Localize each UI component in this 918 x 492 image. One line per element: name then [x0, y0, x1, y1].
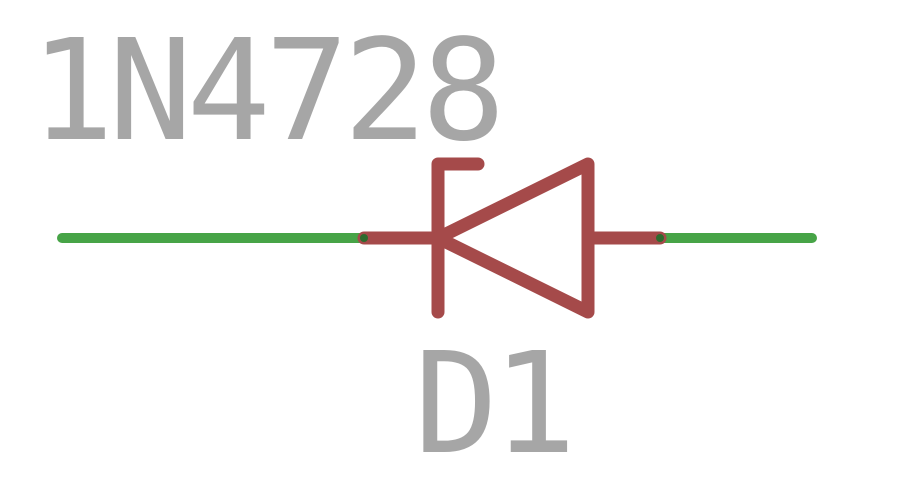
pin-junction-left — [360, 234, 368, 242]
pin-junction-right — [656, 234, 664, 242]
zener-diode-icon[interactable] — [357, 157, 667, 319]
cathode-bar — [431, 157, 485, 319]
designator-label[interactable]: D1 — [414, 323, 577, 486]
part-value-label[interactable]: 1N4728 — [30, 10, 506, 173]
anode-triangle — [431, 157, 595, 319]
